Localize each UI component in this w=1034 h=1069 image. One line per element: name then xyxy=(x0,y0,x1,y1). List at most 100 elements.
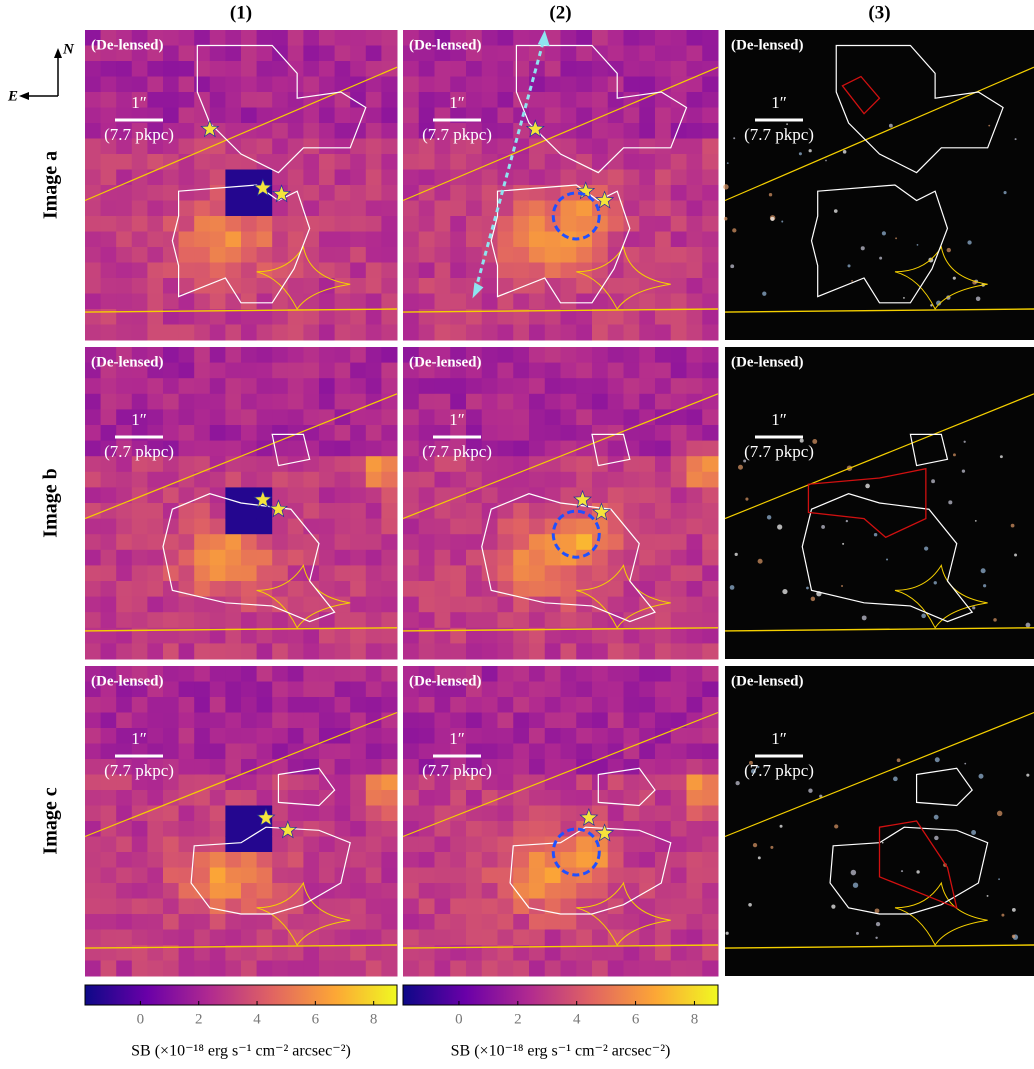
map-pixel xyxy=(608,441,624,457)
map-pixel xyxy=(194,232,210,248)
map-pixel xyxy=(350,682,366,698)
map-pixel xyxy=(702,628,718,644)
map-pixel xyxy=(163,363,179,379)
map-pixel xyxy=(210,643,226,659)
map-pixel xyxy=(529,713,545,729)
map-pixel xyxy=(147,728,163,744)
map-pixel xyxy=(450,612,466,628)
map-pixel xyxy=(366,247,382,263)
map-pixel xyxy=(366,643,382,659)
panel-label: (De-lensed) xyxy=(91,673,163,689)
panel-label: (De-lensed) xyxy=(409,37,481,53)
map-pixel xyxy=(132,930,148,946)
map-pixel xyxy=(435,883,451,899)
map-pixel xyxy=(225,92,241,108)
map-pixel xyxy=(561,790,577,806)
map-pixel xyxy=(702,503,718,519)
map-pixel xyxy=(194,503,210,519)
map-pixel xyxy=(319,565,335,581)
map-pixel xyxy=(335,263,351,279)
map-pixel xyxy=(319,325,335,341)
map-pixel xyxy=(179,441,195,457)
map-pixel xyxy=(592,77,608,93)
map-pixel xyxy=(319,441,335,457)
map-pixel xyxy=(303,309,319,325)
map-pixel xyxy=(163,92,179,108)
map-pixel xyxy=(179,378,195,394)
map-pixel xyxy=(101,278,117,294)
map-pixel xyxy=(147,914,163,930)
map-pixel xyxy=(498,394,514,410)
map-pixel xyxy=(241,759,257,775)
map-pixel xyxy=(687,837,703,853)
map-pixel xyxy=(381,581,397,597)
map-pixel xyxy=(561,347,577,363)
map-pixel xyxy=(687,744,703,760)
map-pixel xyxy=(225,263,241,279)
map-pixel xyxy=(561,247,577,263)
map-pixel xyxy=(101,263,117,279)
map-pixel xyxy=(163,294,179,310)
map-pixel xyxy=(545,294,561,310)
map-pixel xyxy=(576,46,592,62)
map-pixel xyxy=(288,154,304,170)
map-pixel xyxy=(592,682,608,698)
map-pixel xyxy=(513,278,529,294)
column-header: (1) xyxy=(230,2,252,23)
map-pixel xyxy=(576,790,592,806)
map-pixel xyxy=(419,201,435,217)
galaxy xyxy=(781,221,783,223)
map-pixel xyxy=(435,930,451,946)
map-pixel xyxy=(592,883,608,899)
map-pixel xyxy=(687,201,703,217)
map-pixel xyxy=(576,628,592,644)
galaxy xyxy=(848,264,851,267)
map-pixel xyxy=(319,394,335,410)
galaxy xyxy=(834,824,838,828)
map-pixel xyxy=(576,409,592,425)
map-pixel xyxy=(403,247,419,263)
map-pixel xyxy=(435,565,451,581)
map-pixel xyxy=(529,154,545,170)
map-pixel xyxy=(466,185,482,201)
map-pixel xyxy=(671,309,687,325)
galaxy xyxy=(825,160,827,162)
map-pixel xyxy=(545,363,561,379)
map-pixel xyxy=(147,247,163,263)
map-pixel xyxy=(257,61,273,77)
map-pixel xyxy=(225,728,241,744)
colorbar-tick-label: 2 xyxy=(514,1011,522,1027)
image-background xyxy=(725,666,1034,976)
map-pixel xyxy=(116,378,132,394)
map-pixel xyxy=(545,309,561,325)
map-pixel xyxy=(272,852,288,868)
map-pixel xyxy=(655,744,671,760)
map-pixel xyxy=(513,565,529,581)
map-pixel xyxy=(381,441,397,457)
map-pixel xyxy=(335,503,351,519)
map-pixel xyxy=(241,519,257,535)
map-pixel xyxy=(85,92,101,108)
map-pixel xyxy=(671,821,687,837)
map-pixel xyxy=(498,108,514,124)
map-pixel xyxy=(482,790,498,806)
map-pixel xyxy=(624,456,640,472)
map-pixel xyxy=(381,790,397,806)
map-pixel xyxy=(498,666,514,682)
map-pixel xyxy=(163,643,179,659)
map-pixel xyxy=(241,534,257,550)
map-pixel xyxy=(655,170,671,186)
map-pixel xyxy=(210,790,226,806)
map-pixel xyxy=(561,534,577,550)
map-pixel xyxy=(624,170,640,186)
map-pixel xyxy=(655,46,671,62)
map-pixel xyxy=(419,487,435,503)
map-pixel xyxy=(366,309,382,325)
map-pixel xyxy=(592,728,608,744)
map-pixel xyxy=(466,728,482,744)
map-pixel xyxy=(592,61,608,77)
map-pixel xyxy=(687,945,703,961)
map-pixel xyxy=(466,409,482,425)
map-pixel xyxy=(101,713,117,729)
map-pixel xyxy=(435,914,451,930)
